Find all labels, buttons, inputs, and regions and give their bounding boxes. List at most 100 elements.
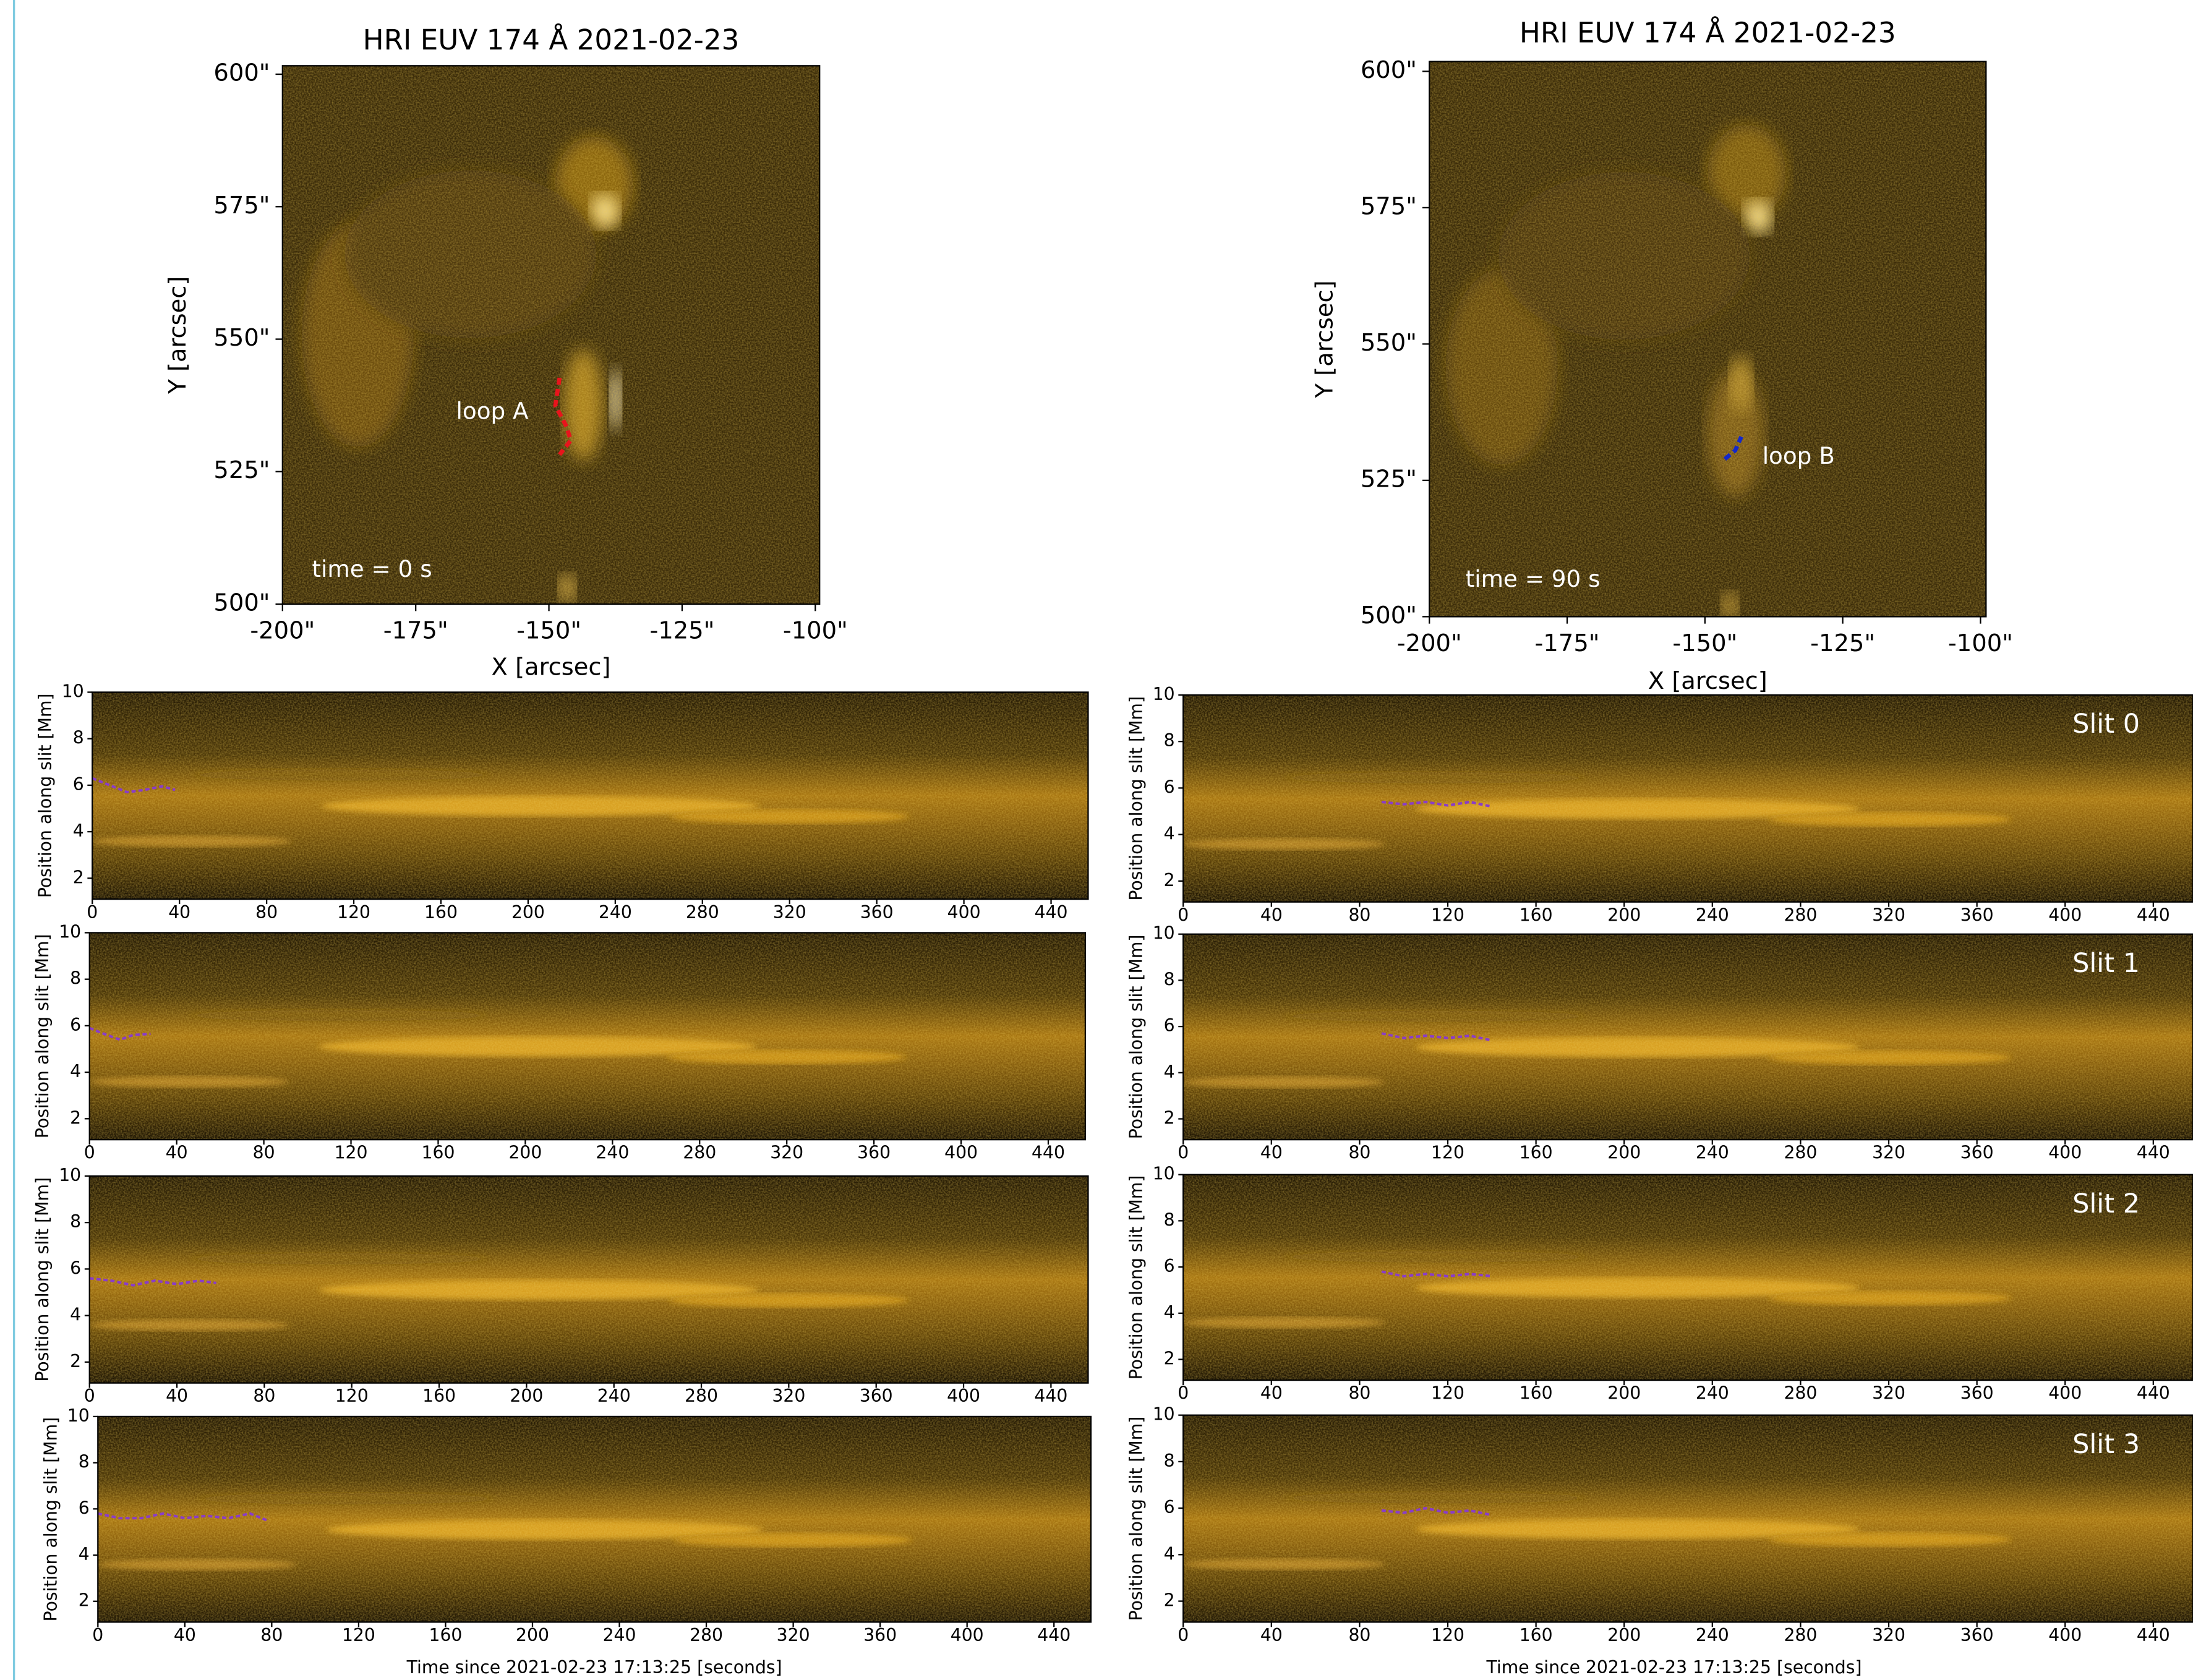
y-tick-label: 8: [1164, 730, 1175, 751]
y-tick-label: 10: [1153, 923, 1175, 944]
x-tick-label: 360: [863, 1625, 897, 1645]
panel-title: HRI EUV 174 Å 2021-02-23: [1520, 17, 1896, 49]
y-tick-label: 575": [213, 192, 270, 220]
trace: [89, 1277, 216, 1287]
x-tick-label: 80: [1348, 1143, 1370, 1163]
trace: [92, 777, 176, 794]
panel: [1183, 694, 2193, 902]
x-tick-label: 440: [1037, 1625, 1071, 1645]
y-axis-label: Y [arcsec]: [1310, 280, 1338, 398]
y-tick-label: 2: [1164, 1348, 1175, 1368]
x-tick-label: 120: [1431, 1143, 1464, 1163]
y-tick-label: 8: [70, 968, 81, 989]
y-tick-label: 2: [70, 1351, 81, 1371]
image-noise: [1429, 61, 1986, 617]
x-tick-label: 160: [1520, 1625, 1553, 1645]
axes-frame: [88, 1175, 1089, 1384]
x-tick-label: 360: [1960, 1625, 1994, 1645]
trace: [1381, 1507, 1492, 1517]
x-tick-label: 240: [1696, 1625, 1729, 1645]
x-tick-label: 40: [1260, 1625, 1283, 1645]
y-tick-label: 4: [70, 1305, 81, 1325]
x-tick-label: 120: [337, 902, 370, 923]
y-tick-label: 6: [1164, 1497, 1175, 1517]
y-axis-label: Position along slit [Mm]: [1126, 935, 1147, 1140]
image-noise: [1183, 694, 2193, 902]
image-noise: [1183, 1415, 2193, 1622]
x-tick-label: 120: [1431, 905, 1464, 925]
annotation: time = 90 s: [1466, 565, 1601, 592]
x-tick-label: -150": [516, 617, 581, 645]
x-tick-label: 280: [683, 1143, 716, 1163]
x-tick-label: 440: [1034, 1386, 1067, 1406]
x-tick-label: 240: [597, 1386, 631, 1406]
x-tick-label: 400: [2048, 1625, 2082, 1645]
x-tick-label: 320: [772, 1386, 805, 1406]
y-tick-label: 8: [79, 1452, 90, 1472]
axes-frame: [1182, 1174, 2193, 1381]
x-tick-label: 160: [1520, 1383, 1553, 1404]
image-noise: [98, 1416, 1091, 1622]
x-tick-label: 320: [1872, 1143, 1905, 1163]
y-tick-label: 10: [1153, 1404, 1175, 1425]
axes-frame: [1182, 933, 2193, 1141]
x-tick-label: 440: [1035, 902, 1068, 923]
x-tick-label: 400: [947, 902, 981, 923]
trace: [1381, 800, 1492, 808]
x-tick-label: 200: [510, 1386, 543, 1406]
x-tick-label: 160: [429, 1625, 462, 1645]
y-tick-label: 2: [1164, 1590, 1175, 1610]
x-tick-label: 400: [2048, 1383, 2082, 1404]
x-tick-label: 40: [1260, 905, 1283, 925]
x-tick-label: 160: [422, 1386, 456, 1406]
trace: [1381, 1032, 1492, 1042]
slit-label: Slit 2: [2072, 1188, 2140, 1219]
x-tick-label: 240: [603, 1625, 636, 1645]
x-tick-label: 120: [1431, 1383, 1464, 1404]
trace: [1381, 1270, 1492, 1278]
x-tick-label: 80: [1348, 905, 1370, 925]
axes-frame: [88, 932, 1087, 1141]
x-tick-label: 320: [1872, 1625, 1905, 1645]
y-axis-label: Position along slit [Mm]: [35, 693, 56, 898]
x-tick-label: 360: [1960, 1143, 1994, 1163]
x-tick-label: 40: [168, 902, 190, 923]
x-tick-label: 80: [260, 1625, 283, 1645]
y-tick-label: 10: [67, 1405, 90, 1426]
x-tick-label: 440: [2137, 1383, 2170, 1404]
x-tick-label: 240: [599, 902, 632, 923]
x-tick-label: 0: [92, 1625, 103, 1645]
x-tick-label: -200": [250, 617, 315, 645]
x-tick-label: 200: [1607, 1625, 1641, 1645]
x-tick-label: 80: [255, 902, 278, 923]
y-tick-label: 4: [1164, 1543, 1175, 1564]
x-tick-label: 120: [1431, 1625, 1464, 1645]
image-noise: [282, 66, 820, 604]
image-noise: [1183, 1174, 2193, 1381]
y-tick-label: 6: [1164, 1015, 1175, 1036]
image-noise: [92, 692, 1088, 900]
y-axis-label: Y [arcsec]: [164, 276, 192, 394]
x-tick-label: 400: [944, 1143, 978, 1163]
axes-frame: [1182, 1414, 2193, 1623]
x-tick-label: 360: [860, 1386, 893, 1406]
y-tick-label: 525": [213, 456, 270, 484]
x-tick-label: 80: [1348, 1625, 1370, 1645]
x-tick-label: -200": [1397, 629, 1462, 657]
x-tick-label: 40: [1260, 1143, 1283, 1163]
x-tick-label: 400: [2048, 905, 2082, 925]
x-tick-label: 320: [1872, 905, 1905, 925]
x-tick-label: 0: [84, 1386, 95, 1406]
x-tick-label: 320: [773, 902, 806, 923]
x-tick-label: 360: [1960, 1383, 1994, 1404]
x-tick-label: 320: [770, 1143, 803, 1163]
axes-frame: [97, 1415, 1092, 1623]
panel-title: HRI EUV 174 Å 2021-02-23: [363, 23, 740, 56]
panel: [1183, 1174, 2193, 1381]
slit-label: Slit 1: [2072, 948, 2140, 979]
x-tick-label: 280: [685, 1386, 718, 1406]
axes-frame: [281, 65, 821, 605]
y-tick-label: 600": [1361, 56, 1417, 84]
y-tick-label: 8: [73, 728, 84, 748]
